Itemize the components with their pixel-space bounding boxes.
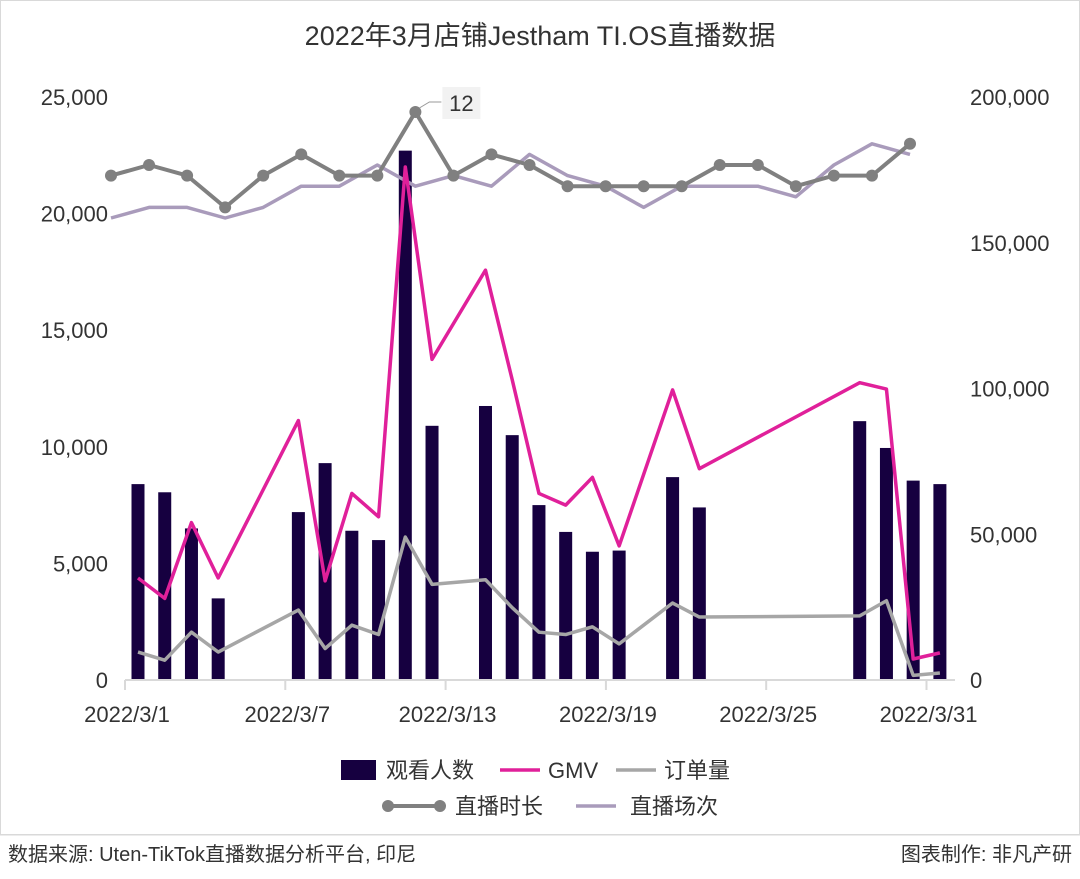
bar-viewers bbox=[666, 477, 680, 680]
duration-marker bbox=[409, 106, 422, 118]
left-y-tick-label: 10,000 bbox=[41, 435, 108, 460]
duration-marker bbox=[865, 169, 878, 182]
duration-marker bbox=[827, 169, 840, 182]
line-orders bbox=[137, 535, 941, 678]
chart-title: 2022年3月店铺Jestham TI.OS直播数据 bbox=[305, 21, 776, 51]
x-tick-label: 2022/3/13 bbox=[399, 702, 497, 727]
bar-viewers bbox=[505, 435, 519, 680]
left-y-tick-label: 25,000 bbox=[41, 85, 108, 110]
bar-viewers bbox=[184, 528, 198, 680]
x-tick-label: 2022/3/7 bbox=[244, 702, 330, 727]
right-y-tick-label: 0 bbox=[970, 668, 982, 693]
duration-marker bbox=[447, 169, 460, 182]
duration-marker bbox=[371, 169, 384, 182]
bar-viewers bbox=[933, 484, 947, 680]
bar-viewers bbox=[372, 540, 386, 680]
right-y-tick-label: 200,000 bbox=[970, 85, 1050, 110]
lines-layer: 12 bbox=[105, 87, 941, 678]
bar-viewers bbox=[211, 598, 225, 680]
duration-marker bbox=[143, 159, 156, 171]
x-tick-label: 2022/3/31 bbox=[880, 702, 978, 727]
chart-frame bbox=[0, 0, 1080, 835]
bar-viewers bbox=[853, 421, 867, 680]
legend-label-duration: 直播时长 bbox=[455, 794, 543, 819]
right-y-tick-label: 100,000 bbox=[970, 377, 1050, 402]
legend-label-orders: 订单量 bbox=[664, 758, 730, 783]
duration-marker bbox=[675, 180, 688, 193]
data-label-leader bbox=[419, 101, 442, 109]
line-duration bbox=[110, 110, 912, 210]
legend-swatch-viewers bbox=[341, 760, 376, 780]
data-label: 12 bbox=[449, 91, 473, 116]
duration-marker bbox=[561, 180, 574, 193]
duration-marker bbox=[751, 159, 764, 171]
duration-marker bbox=[181, 169, 194, 182]
line-gmv bbox=[136, 165, 941, 661]
duration-marker bbox=[904, 137, 916, 150]
bar-viewers bbox=[131, 484, 145, 680]
duration-marker bbox=[637, 180, 650, 193]
bar-viewers bbox=[425, 425, 439, 680]
duration-marker bbox=[295, 148, 308, 161]
x-tick-label: 2022/3/19 bbox=[559, 702, 657, 727]
legend-label-sessions: 直播场次 bbox=[630, 794, 718, 819]
data-label-box bbox=[442, 87, 481, 119]
bar-viewers bbox=[532, 505, 546, 680]
duration-marker bbox=[485, 148, 498, 161]
footer-source: 数据来源: Uten-TikTok直播数据分析平台, 印尼 bbox=[8, 843, 416, 866]
bar-viewers bbox=[692, 507, 706, 680]
line-sessions bbox=[110, 142, 911, 220]
legend-label-gmv: GMV bbox=[548, 758, 598, 783]
legend-label-viewers: 观看人数 bbox=[386, 758, 474, 783]
axes-layer: 2022/3/1 2022/3/7 2022/3/13 2022/3/19 2022/3… bbox=[41, 85, 1050, 727]
duration-marker bbox=[257, 169, 270, 182]
duration-marker bbox=[333, 169, 346, 182]
duration-marker bbox=[599, 180, 612, 193]
legend-marker-duration bbox=[382, 800, 394, 812]
x-tick-label: 2022/3/1 bbox=[84, 702, 170, 727]
left-y-tick-label: 5,000 bbox=[53, 551, 108, 576]
legend-marker-duration bbox=[434, 800, 446, 812]
bar-viewers bbox=[559, 531, 573, 680]
duration-marker bbox=[105, 169, 117, 182]
bar-viewers bbox=[879, 447, 893, 680]
left-y-tick-label: 15,000 bbox=[41, 318, 108, 343]
duration-marker bbox=[219, 201, 232, 214]
bar-viewers bbox=[585, 551, 599, 680]
duration-marker bbox=[523, 159, 536, 171]
duration-marker bbox=[713, 159, 726, 171]
bar-viewers bbox=[345, 530, 359, 680]
left-y-tick-label: 0 bbox=[96, 668, 108, 693]
footer-credit: 图表制作: 非凡产研 bbox=[901, 843, 1072, 866]
duration-marker bbox=[789, 180, 802, 193]
bar-viewers bbox=[158, 492, 172, 680]
bar-viewers bbox=[291, 512, 305, 680]
bar-viewers bbox=[478, 405, 492, 680]
x-tick-label: 2022/3/25 bbox=[719, 702, 817, 727]
left-y-tick-label: 20,000 bbox=[41, 202, 108, 227]
bar-viewers bbox=[612, 550, 626, 680]
right-y-tick-label: 150,000 bbox=[970, 231, 1050, 256]
right-y-tick-label: 50,000 bbox=[970, 522, 1037, 547]
